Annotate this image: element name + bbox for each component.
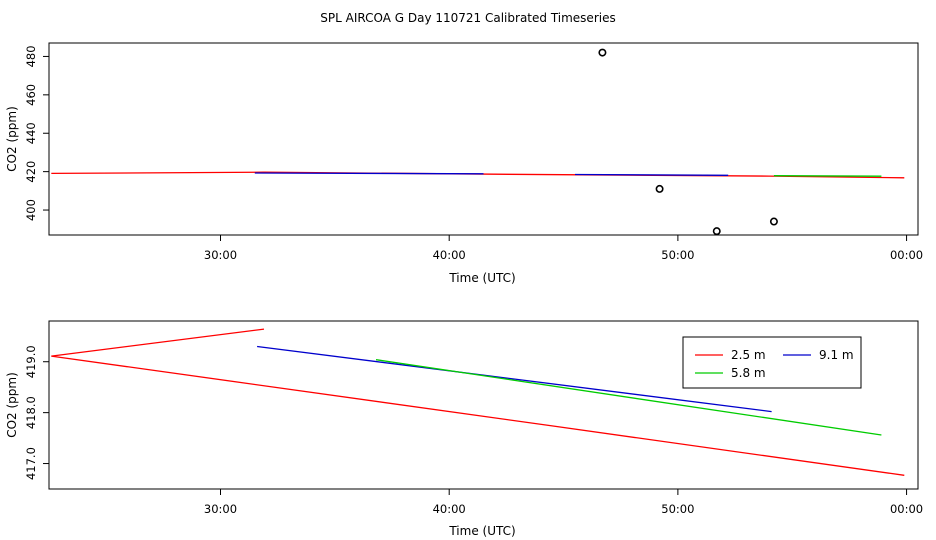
y-tick-label: 417.0 [24, 447, 38, 480]
data-point [769, 217, 778, 226]
x-tick-label: 00:00 [890, 248, 923, 262]
x-tick-label: 30:00 [204, 502, 237, 516]
series-line-5_8m [375, 359, 882, 436]
y-axis-label: CO2 (ppm) [5, 106, 19, 172]
plot-frame [48, 42, 919, 236]
y-tick-label: 418.0 [24, 396, 38, 429]
x-tick-label: 40:00 [433, 502, 466, 516]
y-tick-label: 400 [24, 199, 38, 221]
chart-title: SPL AIRCOA G Day 110721 Calibrated Times… [320, 11, 615, 25]
data-point [655, 184, 664, 193]
data-point [598, 48, 607, 57]
y-tick-label: 480 [24, 45, 38, 67]
x-tick-label: 50:00 [661, 248, 694, 262]
y-tick-label: 420 [24, 161, 38, 183]
plot-frame [48, 320, 919, 490]
series-line-2_5m [51, 171, 905, 179]
series-line-5_8m [773, 175, 882, 177]
x-tick-label: 00:00 [890, 502, 923, 516]
series-line-2_5m [51, 328, 905, 476]
bottom-panel: 30:00 40:00 50:00 00:00 417.0 418.0 419.0 Time … [5, 320, 923, 538]
x-tick-label: 40:00 [433, 248, 466, 262]
legend-label: 2.5 m [731, 348, 766, 362]
y-tick-label: 419.0 [24, 345, 38, 378]
x-tick-label: 30:00 [204, 248, 237, 262]
series-line-9_1m [574, 173, 729, 176]
x-axis-label: Time (UTC) [448, 271, 515, 285]
x-tick-label: 50:00 [661, 502, 694, 516]
data-point [712, 227, 721, 236]
y-tick-label: 460 [24, 84, 38, 106]
legend-label: 5.8 m [731, 366, 766, 380]
legend-label: 9.1 m [819, 348, 854, 362]
legend [682, 336, 862, 389]
top-panel: 30:00 40:00 50:00 00:00 400 420 440 460 480 Time … [5, 42, 923, 285]
series-line-9_1m [254, 172, 484, 175]
x-axis-label: Time (UTC) [448, 524, 515, 538]
series-line-9_1m [257, 345, 772, 413]
y-tick-label: 440 [24, 122, 38, 144]
y-axis-label: CO2 (ppm) [5, 372, 19, 438]
